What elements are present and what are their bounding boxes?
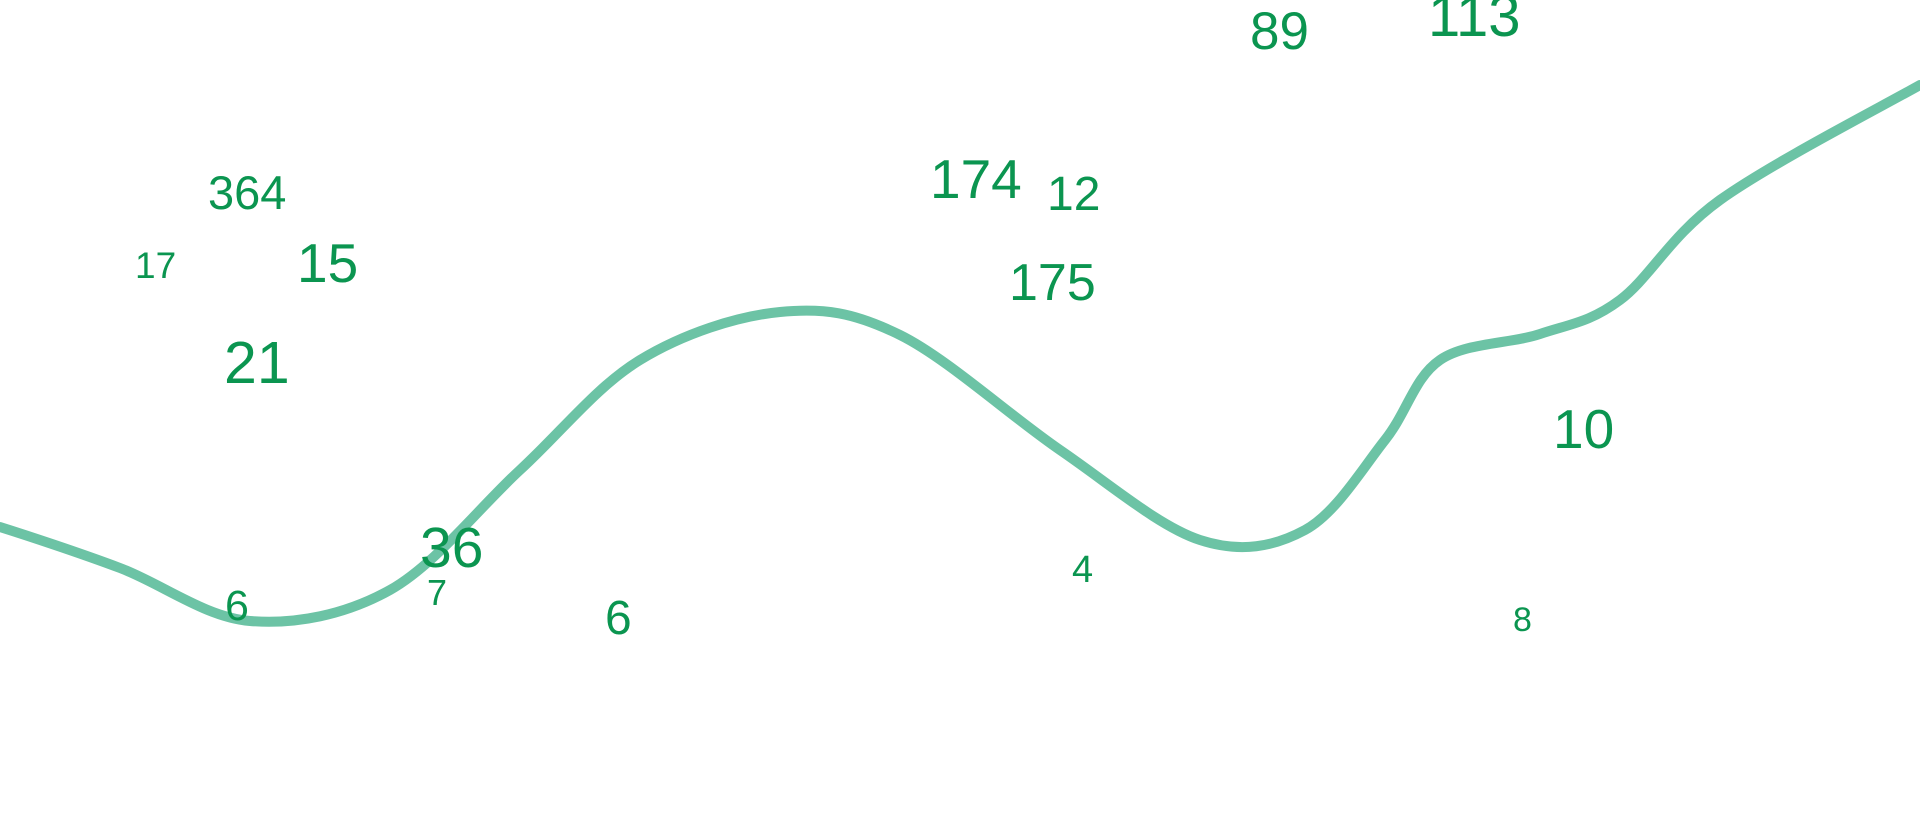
number-label: 12 xyxy=(1047,168,1101,221)
number-label: 36 xyxy=(420,516,484,580)
number-label: 8 xyxy=(1513,601,1532,639)
number-label: 6 xyxy=(605,592,632,645)
number-label: 7 xyxy=(427,572,448,613)
number-label: 89 xyxy=(1250,2,1309,61)
number-label: 10 xyxy=(1553,398,1615,460)
number-label: 17 xyxy=(135,245,177,286)
number-label: 4 xyxy=(1072,549,1094,591)
curve-path xyxy=(0,80,1920,627)
number-label: 21 xyxy=(224,330,290,396)
number-label: 6 xyxy=(225,582,249,630)
number-label: 113 xyxy=(1428,0,1521,49)
number-label: 174 xyxy=(930,148,1022,210)
number-label: 15 xyxy=(297,232,359,294)
number-label: 175 xyxy=(1009,254,1096,312)
number-label: 364 xyxy=(208,166,287,219)
